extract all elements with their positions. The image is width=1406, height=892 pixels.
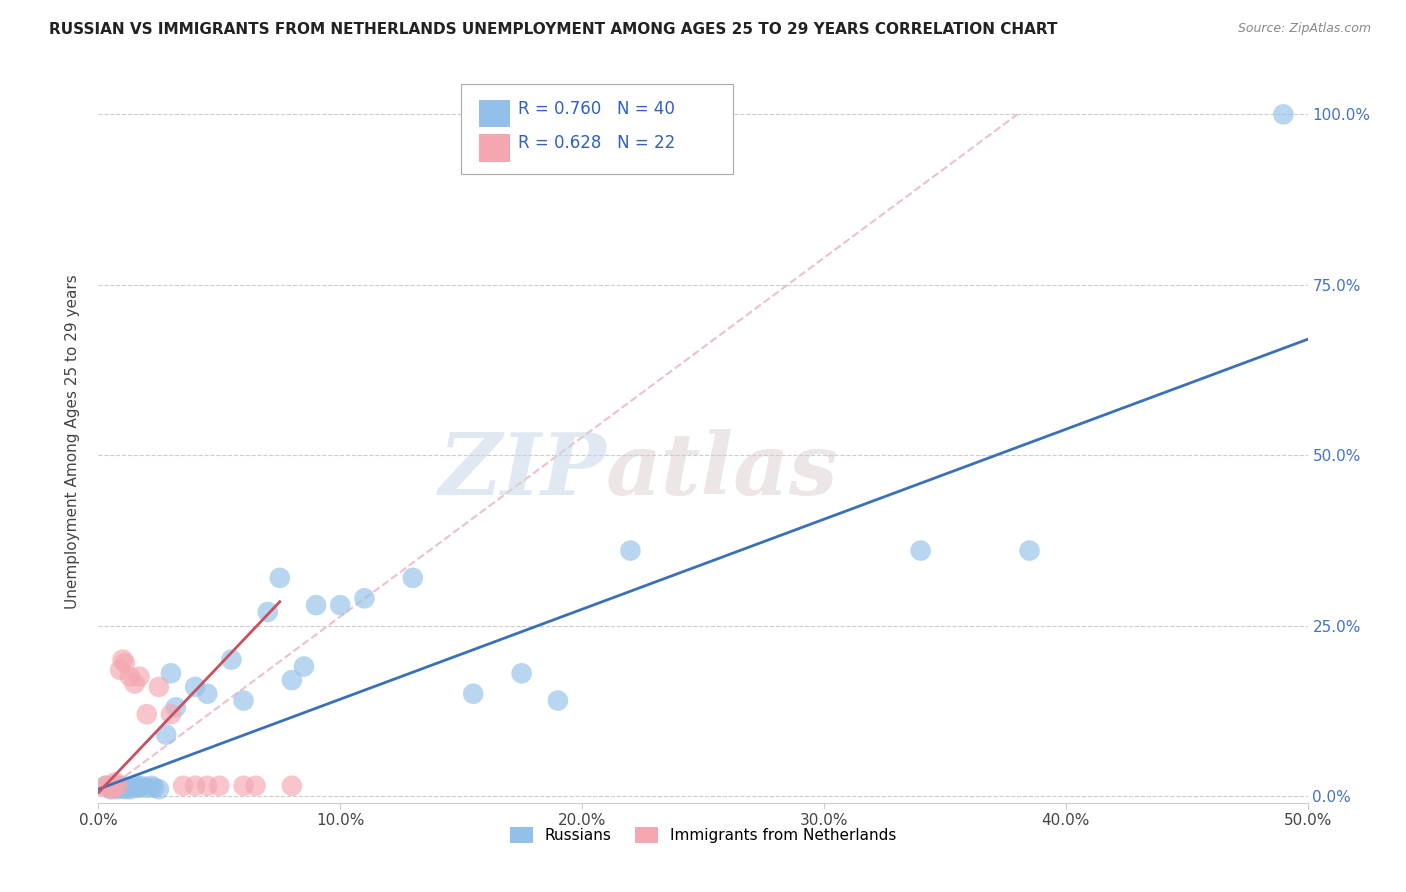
Point	[184, 779, 207, 793]
Point	[172, 779, 194, 793]
Point	[131, 779, 153, 793]
Point	[160, 707, 183, 722]
Point	[104, 779, 127, 793]
Bar	[479, 100, 509, 128]
Point	[128, 780, 150, 795]
Point	[281, 779, 304, 793]
Text: Source: ZipAtlas.com: Source: ZipAtlas.com	[1237, 22, 1371, 36]
Point	[135, 707, 157, 722]
Y-axis label: Unemployment Among Ages 25 to 29 years: Unemployment Among Ages 25 to 29 years	[65, 274, 80, 609]
Point	[104, 775, 127, 789]
Point	[1018, 543, 1040, 558]
Point	[269, 571, 291, 585]
Point	[107, 779, 129, 793]
Point	[107, 782, 129, 797]
Point	[245, 779, 267, 793]
Point	[135, 780, 157, 795]
Point	[256, 605, 278, 619]
Legend: Russians, Immigrants from Netherlands: Russians, Immigrants from Netherlands	[503, 822, 903, 849]
Point	[148, 782, 170, 797]
Point	[547, 693, 569, 707]
Point	[281, 673, 304, 687]
Point	[510, 666, 533, 681]
Text: R = 0.760   N = 40: R = 0.760 N = 40	[517, 100, 675, 118]
Point	[128, 670, 150, 684]
Point	[118, 782, 141, 797]
Point	[108, 663, 131, 677]
Point	[165, 700, 187, 714]
Point	[402, 571, 425, 585]
Point	[195, 779, 218, 793]
Point	[305, 598, 328, 612]
Point	[111, 779, 134, 793]
Point	[232, 693, 254, 707]
Point	[1272, 107, 1295, 121]
Text: RUSSIAN VS IMMIGRANTS FROM NETHERLANDS UNEMPLOYMENT AMONG AGES 25 TO 29 YEARS CO: RUSSIAN VS IMMIGRANTS FROM NETHERLANDS U…	[49, 22, 1057, 37]
Point	[232, 779, 254, 793]
Text: atlas: atlas	[606, 429, 839, 512]
Point	[463, 687, 485, 701]
Point	[124, 780, 146, 795]
Point	[101, 782, 124, 797]
Point	[97, 780, 120, 795]
Point	[160, 666, 183, 681]
Point	[117, 780, 139, 795]
Point	[124, 676, 146, 690]
Point	[221, 653, 243, 667]
Point	[118, 670, 141, 684]
Point	[148, 680, 170, 694]
Point	[141, 779, 163, 793]
Point	[143, 780, 166, 795]
Point	[208, 779, 231, 793]
Point	[111, 653, 134, 667]
Point	[195, 687, 218, 701]
Point	[353, 591, 375, 606]
Point	[619, 543, 641, 558]
Text: ZIP: ZIP	[439, 429, 606, 512]
FancyBboxPatch shape	[461, 84, 734, 174]
Point	[100, 779, 122, 793]
Point	[108, 780, 131, 795]
Point	[100, 782, 122, 797]
Point	[114, 656, 136, 670]
Point	[127, 779, 149, 793]
Point	[114, 782, 136, 797]
Text: R = 0.628   N = 22: R = 0.628 N = 22	[517, 135, 675, 153]
Point	[155, 728, 177, 742]
Point	[101, 780, 124, 795]
Point	[94, 779, 117, 793]
Point	[292, 659, 315, 673]
Bar	[479, 135, 509, 162]
Point	[184, 680, 207, 694]
Point	[910, 543, 932, 558]
Point	[94, 779, 117, 793]
Point	[329, 598, 352, 612]
